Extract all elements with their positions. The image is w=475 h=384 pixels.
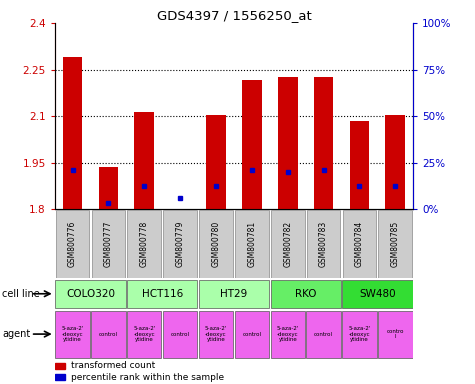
Bar: [307, 210, 341, 278]
Text: GSM800780: GSM800780: [211, 221, 220, 267]
Text: agent: agent: [2, 329, 30, 339]
Bar: [55, 362, 65, 369]
Bar: [199, 210, 233, 278]
Text: 5-aza-2'
-deoxyc
ytidine: 5-aza-2' -deoxyc ytidine: [205, 326, 227, 343]
Bar: [127, 311, 162, 358]
Text: control: control: [242, 331, 261, 337]
Bar: [235, 210, 269, 278]
Text: GSM800779: GSM800779: [176, 221, 185, 267]
Bar: [306, 311, 341, 358]
Bar: [314, 77, 333, 209]
Bar: [342, 311, 377, 358]
Text: GSM800782: GSM800782: [283, 221, 292, 267]
Bar: [127, 280, 197, 308]
Bar: [56, 311, 90, 358]
Bar: [350, 121, 370, 209]
Bar: [271, 280, 341, 308]
Bar: [56, 280, 125, 308]
Text: cell line: cell line: [2, 289, 40, 299]
Bar: [378, 311, 412, 358]
Text: GSM800783: GSM800783: [319, 221, 328, 267]
Bar: [199, 311, 233, 358]
Bar: [271, 311, 305, 358]
Bar: [235, 311, 269, 358]
Bar: [56, 210, 89, 278]
Bar: [98, 167, 118, 209]
Bar: [63, 57, 83, 209]
Text: 5-aza-2'
-deoxyc
ytidine: 5-aza-2' -deoxyc ytidine: [348, 326, 371, 343]
Bar: [134, 111, 154, 209]
Text: SW480: SW480: [359, 289, 396, 299]
Text: control: control: [171, 331, 190, 337]
Bar: [55, 374, 65, 381]
Text: control: control: [314, 331, 333, 337]
Bar: [163, 210, 197, 278]
Bar: [385, 114, 405, 209]
Bar: [206, 114, 226, 209]
Bar: [379, 210, 412, 278]
Bar: [199, 280, 269, 308]
Text: GSM800778: GSM800778: [140, 221, 149, 267]
Text: GSM800784: GSM800784: [355, 221, 364, 267]
Text: HCT116: HCT116: [142, 289, 183, 299]
Text: GSM800781: GSM800781: [247, 221, 257, 267]
Text: GSM800785: GSM800785: [391, 221, 400, 267]
Text: 5-aza-2'
-deoxyc
ytidine: 5-aza-2' -deoxyc ytidine: [133, 326, 155, 343]
Text: HT29: HT29: [220, 289, 247, 299]
Bar: [278, 77, 298, 209]
Text: transformed count: transformed count: [71, 361, 156, 371]
Bar: [242, 81, 262, 209]
Bar: [342, 280, 412, 308]
Text: COLO320: COLO320: [66, 289, 115, 299]
Text: contro
l: contro l: [387, 329, 404, 339]
Text: percentile rank within the sample: percentile rank within the sample: [71, 372, 225, 382]
Text: GSM800777: GSM800777: [104, 221, 113, 267]
Bar: [342, 210, 376, 278]
Bar: [92, 210, 125, 278]
Title: GDS4397 / 1556250_at: GDS4397 / 1556250_at: [157, 9, 311, 22]
Text: 5-aza-2'
-deoxyc
ytidine: 5-aza-2' -deoxyc ytidine: [61, 326, 84, 343]
Bar: [271, 210, 304, 278]
Text: RKO: RKO: [295, 289, 316, 299]
Text: 5-aza-2'
-deoxyc
ytidine: 5-aza-2' -deoxyc ytidine: [276, 326, 299, 343]
Text: GSM800776: GSM800776: [68, 221, 77, 267]
Bar: [91, 311, 125, 358]
Bar: [127, 210, 161, 278]
Bar: [163, 311, 197, 358]
Text: control: control: [99, 331, 118, 337]
